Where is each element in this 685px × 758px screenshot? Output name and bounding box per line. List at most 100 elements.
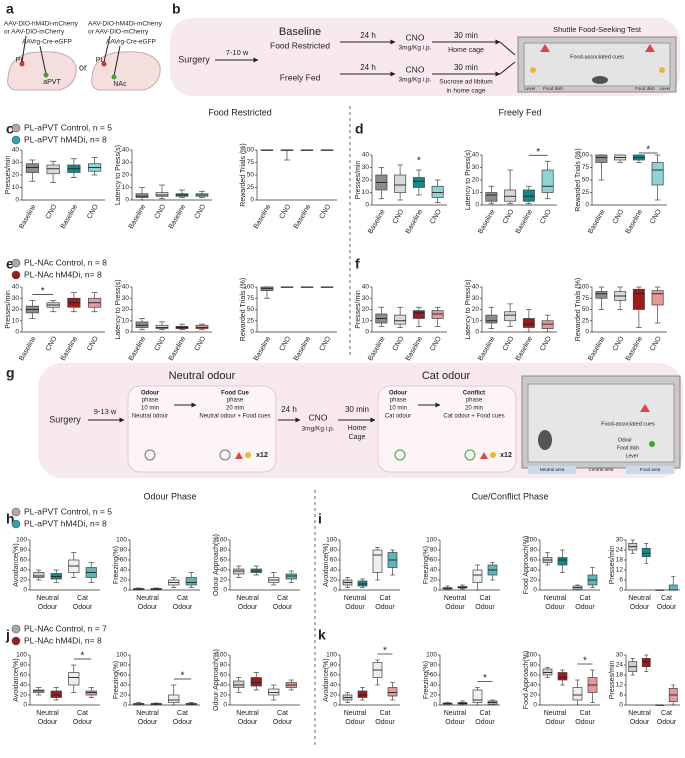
y-tick-label: 20 <box>472 177 480 184</box>
y-tick-label: 40 <box>12 284 20 291</box>
box <box>394 314 407 325</box>
y-tick-label: 20 <box>430 577 438 584</box>
box <box>33 572 45 578</box>
box <box>233 568 245 575</box>
legend-label: PL-NAc hM4Di, n= 8 <box>24 269 102 279</box>
y-tick-label: 60 <box>530 557 538 564</box>
x-tick-label: Cat <box>177 710 188 717</box>
y-tick-label: 25 <box>582 189 590 196</box>
box <box>504 311 517 322</box>
y-tick-label: 75 <box>247 295 255 302</box>
x-tick-label: CNO <box>392 208 406 225</box>
panel-g-text: x12 <box>256 452 268 459</box>
y-axis-label: Rewarded Trials (%) <box>240 278 247 341</box>
panel-g-text: Lever <box>626 453 639 459</box>
y-tick-label: 60 <box>330 672 338 679</box>
legend-label: PL-NAc Control, n = 7 <box>24 623 107 633</box>
y-tick-label: 0 <box>433 702 437 709</box>
x-tick-label: Odour <box>630 719 650 726</box>
panel-letter: e <box>6 256 14 272</box>
y-tick-label: 0 <box>619 587 623 594</box>
x-tick-label: Baseline <box>515 208 535 235</box>
x-tick-label: Odour <box>273 719 293 726</box>
panel-g-text: Conflict <box>463 391 485 397</box>
x-tick-label: Odour <box>445 604 465 611</box>
x-tick-label: Baseline <box>168 335 188 362</box>
y-tick-label: 80 <box>330 547 338 554</box>
panel-g-text: Cat odour <box>385 414 411 420</box>
panel-letter: a <box>6 1 14 17</box>
box <box>541 169 554 193</box>
y-tick-label: 0 <box>123 587 127 594</box>
panel-a-text: AAV-DIO-hM4Di-mCherry <box>4 21 79 28</box>
y-axis-label: Avoidance(%) <box>323 658 330 701</box>
panel-g-text: 24 h <box>281 405 297 414</box>
x-tick-label: Baseline <box>477 335 497 362</box>
y-tick-label: 60 <box>120 557 128 564</box>
panel-g-text: 10 min <box>141 406 159 412</box>
x-tick-label: Odour <box>138 604 158 611</box>
legend-label: PL-aPVT hM4Di, n= 8 <box>24 134 107 144</box>
y-axis-label: Food Approach(%) <box>523 651 530 709</box>
x-tick-label: Cat <box>177 595 188 602</box>
y-tick-label: 50 <box>582 177 590 184</box>
x-tick-label: Odour <box>475 719 495 726</box>
y-tick-label: 60 <box>220 557 228 564</box>
box <box>485 192 498 202</box>
x-tick-label: Neutral <box>236 710 259 717</box>
x-tick-label: CNO <box>392 335 406 352</box>
panel-g-text: phase <box>466 398 483 404</box>
x-tick-label: Odour <box>475 604 495 611</box>
y-tick-label: 40 <box>220 682 228 689</box>
y-tick-label: 40 <box>20 567 28 574</box>
y-tick-label: 20 <box>330 577 338 584</box>
box <box>541 320 554 329</box>
y-tick-label: 60 <box>120 672 128 679</box>
sig-star: * <box>483 673 487 684</box>
sig-star: * <box>383 646 387 657</box>
legend-marker <box>11 507 21 517</box>
x-tick-label: Odour <box>375 719 395 726</box>
legend-label: PL-NAc hM4Di, n= 8 <box>24 635 102 645</box>
y-tick-label: 30 <box>616 652 624 659</box>
box <box>233 680 245 688</box>
y-tick-label: 0 <box>433 587 437 594</box>
x-tick-label: Odour <box>545 719 565 726</box>
panel-a-text: PL <box>96 57 105 64</box>
panel-g-text: 10 min <box>389 406 407 412</box>
box <box>595 291 608 299</box>
x-tick-label: Neutral <box>136 595 159 602</box>
sig-star: * <box>41 286 45 297</box>
x-tick-label: Baseline <box>18 335 38 362</box>
x-tick-label: CNO <box>649 335 663 352</box>
y-tick-label: 40 <box>122 284 130 291</box>
box <box>50 690 62 698</box>
x-tick-label: Odour <box>575 604 595 611</box>
panel-b-text: 30 min <box>454 31 478 40</box>
y-tick-label: 12 <box>616 682 624 689</box>
panel-g-text: 20 min <box>465 406 483 412</box>
y-tick-label: 0 <box>23 702 27 709</box>
y-tick-label: 40 <box>330 567 338 574</box>
y-tick-label: 40 <box>362 152 370 159</box>
box <box>504 189 517 202</box>
box <box>542 668 553 676</box>
y-axis-label: Odour Approach(%) <box>213 649 220 711</box>
x-tick-label: Odour <box>38 604 58 611</box>
y-tick-label: 6 <box>619 692 623 699</box>
y-tick-label: 20 <box>330 692 338 699</box>
sig-star: * <box>646 145 650 156</box>
x-tick-label: Neutral <box>136 710 159 717</box>
y-tick-label: 50 <box>247 306 255 313</box>
panel-a-text: AAVrg-Cre-eGFP <box>22 39 72 46</box>
y-axis-label: Rewarded Trials (%) <box>575 148 582 211</box>
y-tick-label: 20 <box>362 177 370 184</box>
y-tick-label: 0 <box>365 202 369 209</box>
y-tick-label: 40 <box>120 567 128 574</box>
x-tick-label: CNO <box>193 335 207 352</box>
y-tick-label: 60 <box>20 557 28 564</box>
box <box>522 318 535 328</box>
x-tick-label: Cat <box>277 710 288 717</box>
y-tick-label: 75 <box>247 159 255 166</box>
x-tick-label: Cat <box>480 710 491 717</box>
